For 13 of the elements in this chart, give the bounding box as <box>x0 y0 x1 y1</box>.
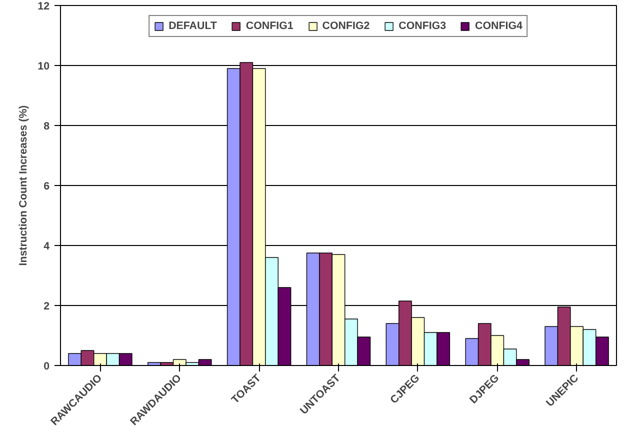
legend-label: DEFAULT <box>168 20 217 32</box>
legend-label: CONFIG3 <box>398 20 446 32</box>
y-tick-label: 6 <box>44 180 50 192</box>
y-tick-label: 10 <box>38 60 50 72</box>
legend-label: CONFIG4 <box>475 20 522 32</box>
y-tick-label: 2 <box>44 300 50 312</box>
y-tick-label: 8 <box>44 120 50 132</box>
y-tick-label: 4 <box>44 240 50 252</box>
y-tick-label: 12 <box>38 0 50 12</box>
y-axis-title: Instruction Count Increases (%) <box>18 104 30 266</box>
legend-label: CONFIG1 <box>246 20 294 32</box>
y-tick-label: 0 <box>44 360 50 372</box>
legend-label: CONFIG2 <box>322 20 370 32</box>
